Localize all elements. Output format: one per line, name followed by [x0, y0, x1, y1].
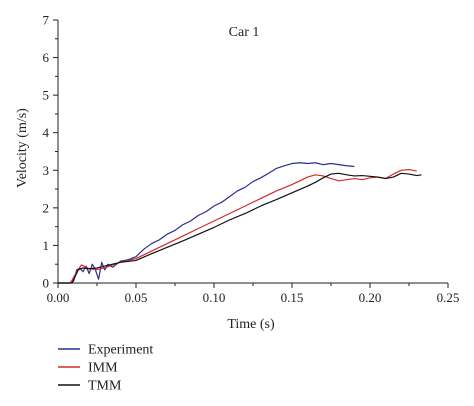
- x-tick-label: 0.25: [437, 290, 460, 305]
- y-axis-label: Velocity (m/s): [15, 108, 30, 188]
- y-tick-label: 6: [43, 50, 50, 65]
- y-tick-label: 4: [43, 125, 50, 140]
- series-line-experiment: [58, 162, 355, 284]
- series-line-tmm: [58, 172, 422, 284]
- x-tick-label: 0.20: [359, 290, 382, 305]
- y-tick-label: 2: [43, 200, 50, 215]
- legend-label-imm: IMM: [88, 361, 118, 376]
- chart-annotation: Car 1: [229, 25, 260, 40]
- x-tick-label: 0.15: [281, 290, 304, 305]
- axes: 0.00 0.05 0.10 0.15 0.20 0.25 0 1 2 3 4 5 6 7: [43, 13, 460, 306]
- y-tick-label: 7: [43, 13, 50, 28]
- x-tick-label: 0.00: [47, 290, 70, 305]
- series-line-imm: [58, 168, 417, 284]
- x-axis-label: Time (s): [227, 317, 275, 332]
- legend: Experiment IMM TMM: [58, 343, 153, 394]
- x-tick-label: 0.05: [125, 290, 148, 305]
- y-tick-label: 0: [43, 276, 50, 291]
- y-tick-label: 3: [43, 163, 50, 178]
- legend-label-tmm: TMM: [88, 379, 122, 394]
- x-tick-label: 0.10: [203, 290, 226, 305]
- legend-label-experiment: Experiment: [88, 343, 153, 358]
- y-tick-label: 5: [43, 88, 50, 103]
- series-layer: [58, 162, 422, 284]
- y-tick-label: 1: [43, 238, 50, 253]
